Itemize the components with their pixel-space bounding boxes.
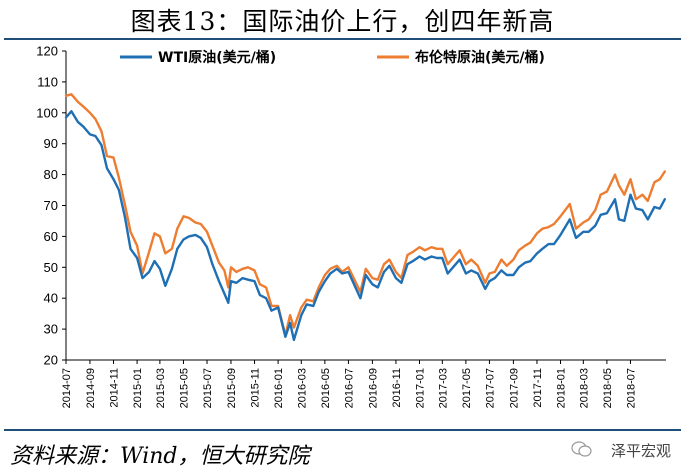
x-tick-label: 2016-11 <box>391 368 403 408</box>
x-tick-label: 2016-03 <box>296 368 308 408</box>
x-tick-label: 2018-03 <box>578 368 590 408</box>
x-tick-label: 2018-07 <box>625 368 637 408</box>
legend-label: WTI原油(美元/桶) <box>158 49 276 66</box>
x-tick-label: 2015-03 <box>155 368 167 408</box>
x-tick-label: 2015-01 <box>132 368 144 408</box>
x-tick-label: 2016-01 <box>273 368 285 408</box>
x-tick-label: 2018-05 <box>602 368 614 408</box>
series-line <box>64 110 666 342</box>
y-tick-label: 30 <box>44 322 58 337</box>
y-tick-label: 20 <box>44 353 58 368</box>
x-tick-label: 2018-01 <box>556 368 568 408</box>
y-tick-label: 50 <box>44 260 58 275</box>
source-note: 资料来源：Wind，恒大研究院 <box>10 444 310 469</box>
x-axis: 2014-07 2014-09 2014-11 2015-01 2015-03 2015-… <box>61 359 666 408</box>
wechat-icon <box>571 441 592 457</box>
y-tick-label: 100 <box>36 105 58 120</box>
y-axis: 20 30 40 50 60 70 80 90 100 110 120 <box>36 44 67 368</box>
y-tick-label: 80 <box>44 167 58 182</box>
y-tick-label: 60 <box>44 229 58 244</box>
top-rule <box>4 38 681 40</box>
x-tick-label: 2015-11 <box>250 368 262 408</box>
legend-label: 布伦特原油(美元/桶) <box>415 49 545 66</box>
x-tick-label: 2016-05 <box>320 368 332 408</box>
x-tick-label: 2015-09 <box>226 368 238 408</box>
x-tick-label: 2014-07 <box>61 368 73 408</box>
x-tick-label: 2015-07 <box>202 368 214 408</box>
x-tick-label: 2017-09 <box>508 368 520 408</box>
x-tick-label: 2014-11 <box>109 368 121 408</box>
y-tick-label: 110 <box>37 74 58 89</box>
y-tick-label: 90 <box>44 136 58 151</box>
x-tick-label: 2015-05 <box>178 368 190 408</box>
bottom-rule <box>4 429 681 431</box>
x-tick-label: 2017-11 <box>532 368 544 408</box>
x-tick-label: 2014-09 <box>85 368 97 408</box>
series-lines <box>64 93 666 342</box>
series-line <box>64 93 666 337</box>
x-tick-label: 2017-07 <box>484 368 496 408</box>
legend: WTI原油(美元/桶) 布伦特原油(美元/桶) <box>120 49 545 66</box>
y-tick-label: 40 <box>44 291 58 306</box>
x-tick-label: 2016-07 <box>343 368 355 408</box>
x-tick-label: 2016-09 <box>367 368 379 408</box>
x-tick-label: 2017-03 <box>437 368 449 408</box>
watermark: 泽平宏观 <box>610 442 671 460</box>
x-tick-label: 2017-05 <box>461 368 473 408</box>
x-tick-label: 2017-01 <box>415 368 427 408</box>
y-tick-label: 120 <box>36 44 58 59</box>
y-tick-label: 70 <box>44 198 58 213</box>
chart-title: 图表13：国际油价上行，创四年新高 <box>130 7 555 36</box>
line-chart: 20 30 40 50 60 70 80 90 100 110 120 2014-07 2014-09… <box>36 44 666 408</box>
